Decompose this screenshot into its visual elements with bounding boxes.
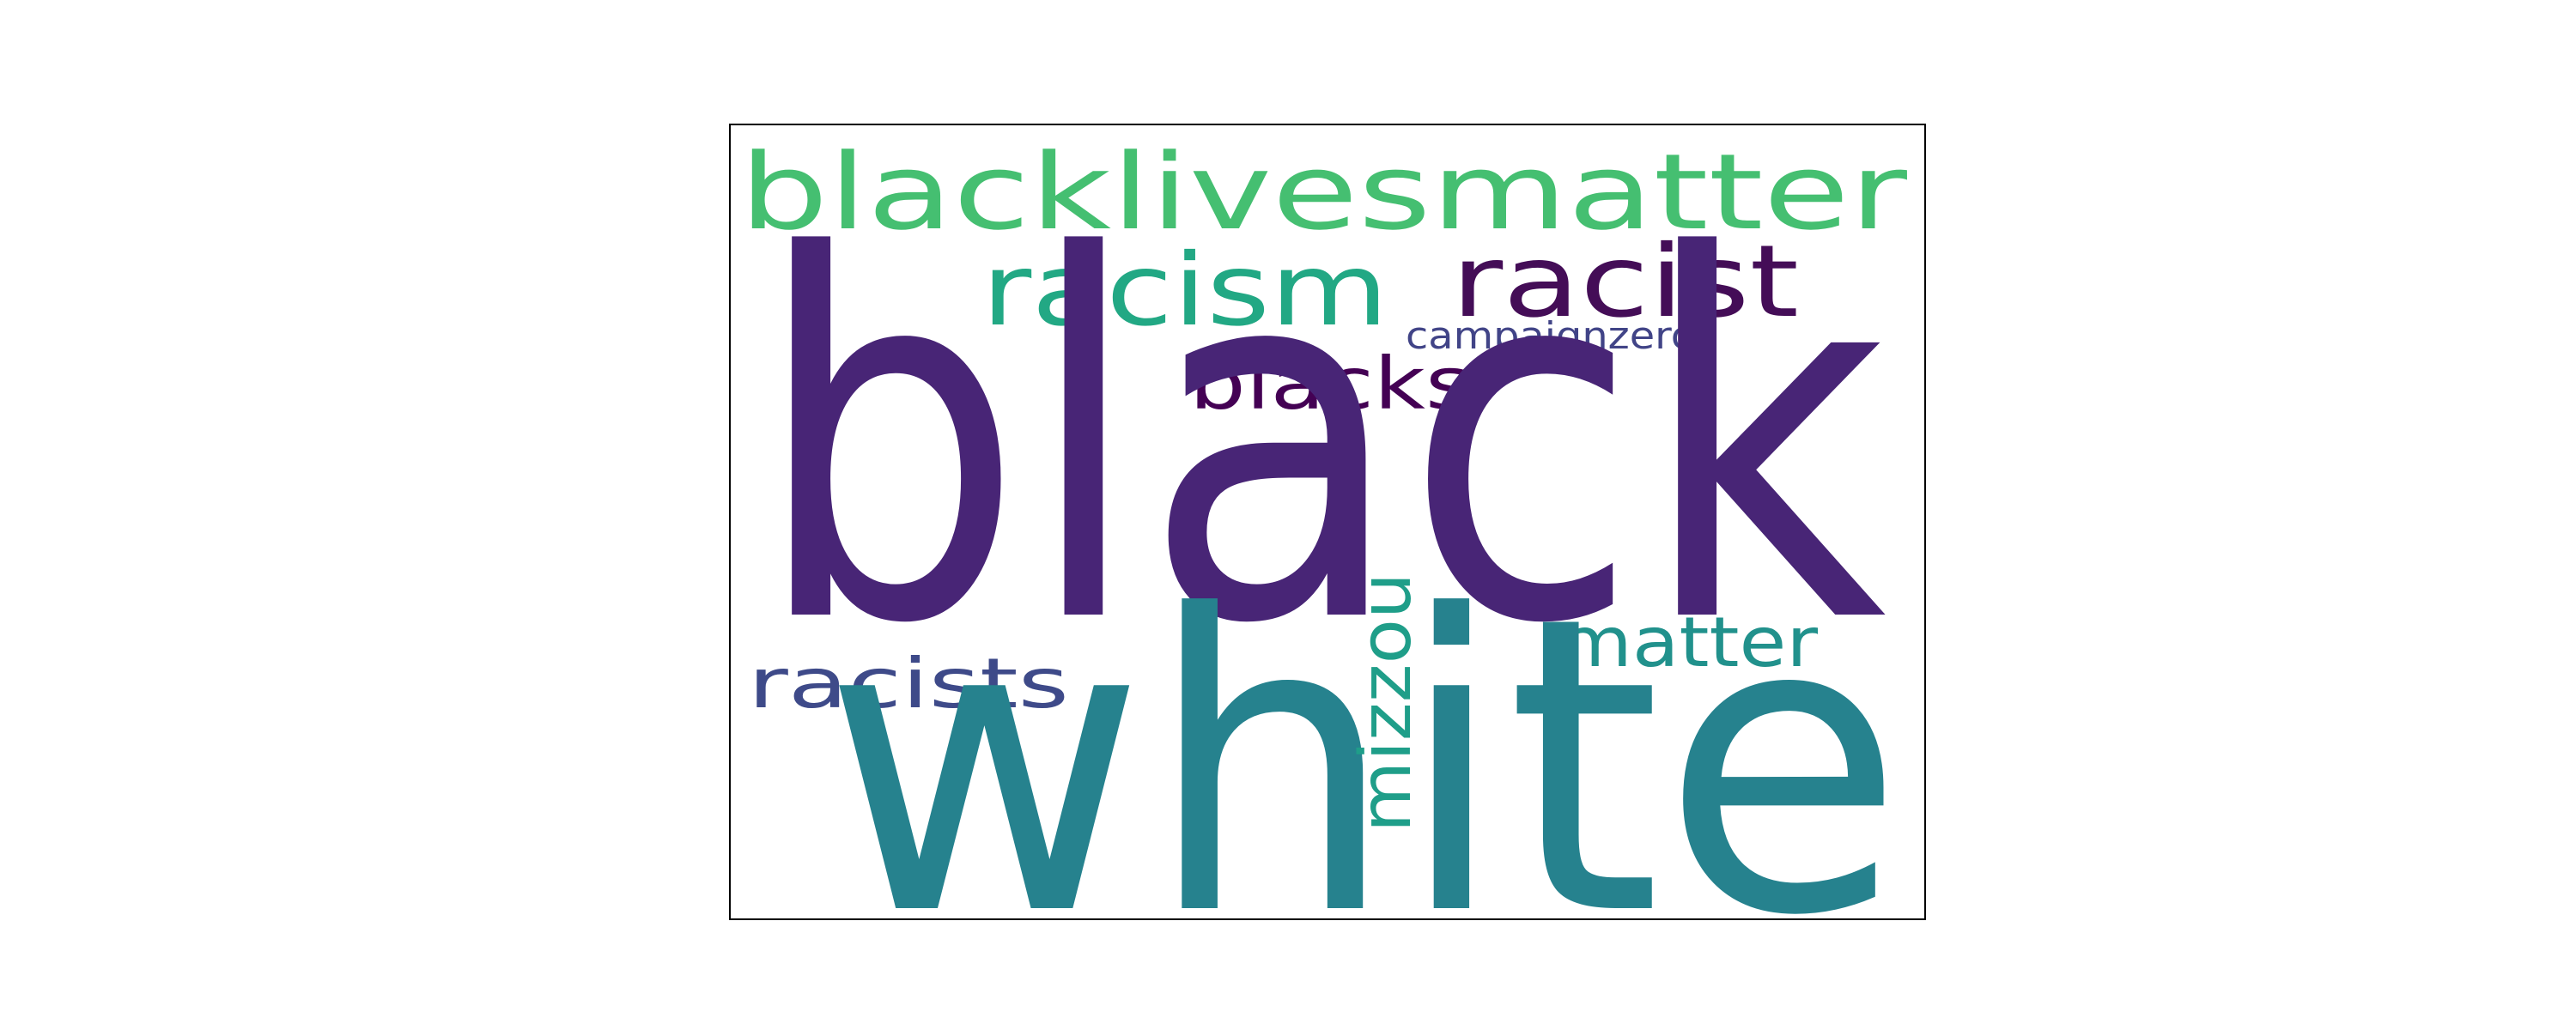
- word-cloud: blacklivesmatter racism racist campaignz…: [739, 131, 1908, 920]
- word-racist: racist: [1451, 224, 1799, 340]
- word-cloud-frame: blacklivesmatter racism racist campaignz…: [729, 124, 1926, 920]
- word-mizzou: mizzou: [1346, 573, 1427, 833]
- word-blacklivesmatter: blacklivesmatter: [739, 131, 1908, 253]
- word-campaignzero: campaignzero: [1406, 314, 1696, 358]
- word-black: black: [753, 153, 1886, 732]
- word-blacks: blacks: [1189, 342, 1472, 426]
- word-matter: matter: [1558, 603, 1818, 682]
- word-white: white: [823, 530, 1905, 920]
- word-racists: racists: [748, 644, 1069, 724]
- word-racism: racism: [981, 233, 1388, 348]
